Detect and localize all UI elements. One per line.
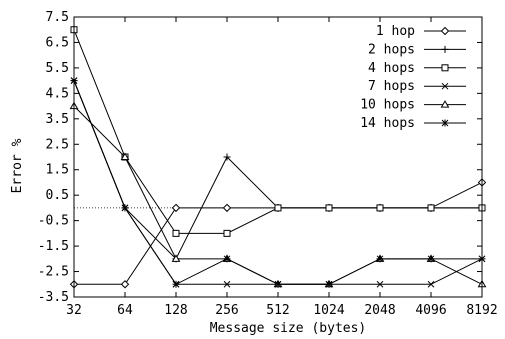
data-point-star — [223, 255, 231, 263]
y-tick-label: 2.5 — [46, 137, 69, 152]
plot-frame — [73, 16, 483, 298]
legend-label: 1 hop — [376, 24, 415, 39]
data-point-star — [325, 280, 333, 288]
x-axis-ticks: 32 64 128 256 512 1024 2048 4096 8192 — [66, 17, 498, 318]
legend-label: 10 hops — [360, 98, 415, 113]
y-tick-label: 6.5 — [46, 35, 69, 50]
series-diamond — [69, 178, 487, 289]
series-line — [73, 29, 482, 234]
y-tick-label: 1.5 — [46, 163, 69, 178]
y-tick-label: -2.5 — [38, 265, 69, 280]
data-point-triangle — [440, 100, 450, 108]
series-line — [73, 80, 482, 285]
data-point-square — [274, 204, 282, 212]
data-point-x — [427, 280, 435, 288]
data-point-x — [441, 82, 449, 90]
data-point-triangle — [120, 152, 130, 160]
x-tick-label: 256 — [215, 303, 238, 318]
x-tick-label: 1024 — [313, 303, 344, 318]
legend-entry: 4 hops — [368, 61, 466, 76]
x-tick-label: 64 — [117, 303, 133, 318]
data-point-square — [325, 204, 333, 212]
data-point-star — [376, 255, 384, 263]
data-point-diamond — [222, 203, 232, 213]
data-point-triangle — [171, 254, 181, 262]
series-line — [73, 80, 482, 260]
legend-entry: 7 hops — [368, 79, 466, 94]
x-tick-label: 512 — [266, 303, 289, 318]
y-tick-label: -0.5 — [38, 214, 69, 229]
y-tick-label: 4.5 — [46, 86, 69, 101]
y-tick-label: 3.5 — [46, 112, 69, 127]
legend-entry: 10 hops — [360, 98, 466, 113]
legend-entry: 14 hops — [360, 116, 466, 131]
data-point-star — [274, 280, 282, 288]
x-tick-label: 32 — [66, 303, 82, 318]
legend-label: 2 hops — [368, 42, 415, 57]
series-plus — [70, 77, 486, 263]
data-point-square — [427, 204, 435, 212]
x-axis-label: Message size (bytes) — [210, 321, 367, 336]
data-point-square — [172, 229, 180, 237]
data-point-star — [441, 119, 449, 127]
legend-label: 14 hops — [360, 116, 415, 131]
series-layer — [69, 26, 487, 289]
series-line — [73, 105, 483, 285]
data-point-plus — [441, 45, 449, 53]
series-star — [70, 77, 486, 288]
data-point-square — [441, 64, 449, 72]
data-point-x — [376, 280, 384, 288]
x-tick-label: 8192 — [466, 303, 497, 318]
data-point-square — [223, 229, 231, 237]
series-line — [74, 182, 483, 285]
data-point-x — [223, 280, 231, 288]
data-point-star — [172, 280, 180, 288]
data-point-diamond — [171, 203, 181, 213]
y-axis-ticks: 7.5 6.5 5.5 4.5 3.5 2.5 1.5 0.5 -0.5 -1.5 -2.5 -3.5 — [38, 10, 482, 305]
data-point-diamond — [120, 280, 130, 289]
x-tick-label: 2048 — [364, 303, 395, 318]
x-tick-label: 4096 — [415, 303, 446, 318]
y-tick-label: -3.5 — [38, 290, 69, 305]
x-tick-label: 128 — [164, 303, 187, 318]
data-point-plus — [223, 153, 231, 161]
data-point-star — [121, 204, 129, 212]
data-point-square — [376, 204, 384, 212]
legend-label: 4 hops — [368, 61, 415, 76]
y-tick-label: 5.5 — [46, 61, 69, 76]
y-tick-label: -1.5 — [38, 239, 69, 254]
legend-label: 7 hops — [368, 79, 415, 94]
y-axis-label: Error % — [10, 138, 25, 193]
legend: 1 hop 2 hops 4 hops 7 hops 10 hops 14 hops — [360, 24, 466, 131]
legend-entry: 2 hops — [368, 42, 466, 57]
series-x — [70, 77, 486, 288]
legend-entry: 1 hop — [376, 24, 466, 39]
data-point-diamond — [440, 26, 450, 36]
series-square — [70, 26, 486, 237]
series-line — [73, 80, 483, 285]
y-tick-label: 0.5 — [46, 188, 69, 203]
y-tick-label: 7.5 — [46, 10, 69, 25]
data-point-star — [427, 255, 435, 263]
